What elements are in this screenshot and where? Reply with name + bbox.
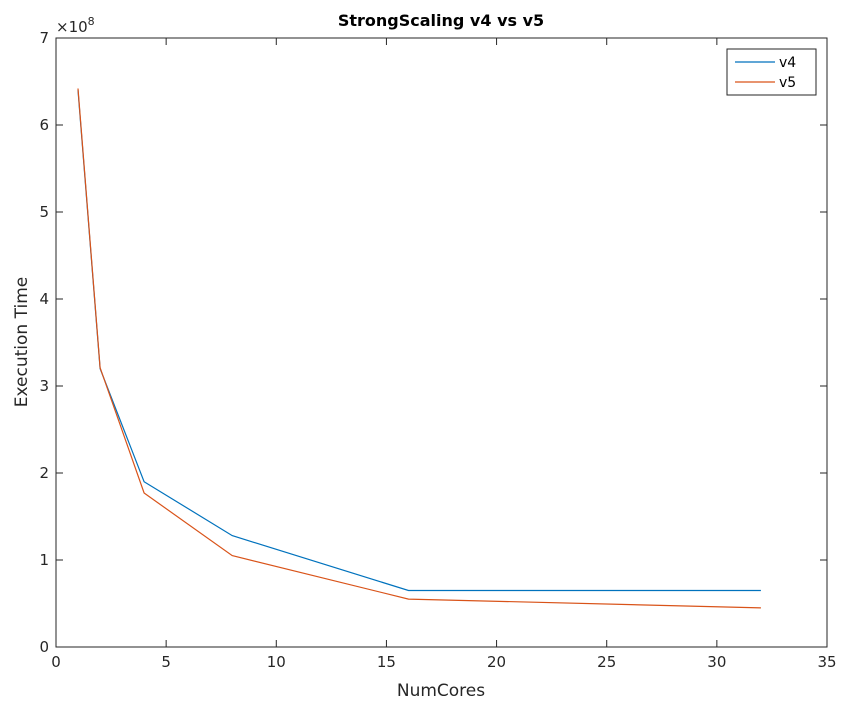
x-tick-label: 15 [377,653,396,671]
legend-box [726,48,817,96]
legend-label-v4: v4 [779,55,796,71]
y-exponent-base: ×10 [56,18,88,36]
y-exponent-power: 8 [88,15,95,28]
x-tick-label: 20 [487,653,506,671]
y-axis-ticks: 0 1 2 3 4 5 6 7 [39,29,827,656]
y-tick-label: 3 [39,377,49,395]
y-tick-label: 1 [39,551,49,569]
y-tick-label: 4 [39,290,49,308]
series-lines [77,88,761,609]
x-tick-label: 0 [51,653,61,671]
axes-box [55,37,828,648]
series-line-v5 [77,88,761,609]
x-tick-label: 10 [267,653,286,671]
y-tick-label: 7 [39,29,49,47]
plot-area [56,38,827,647]
x-axis-title: NumCores [397,681,485,701]
x-tick-label: 30 [707,653,726,671]
y-axis-title: Execution Time [12,277,32,407]
y-exponent-label: ×108 [56,15,95,36]
x-tick-label: 5 [161,653,171,671]
y-tick-label: 2 [39,464,49,482]
x-tick-label: 25 [597,653,616,671]
legend-label-v5: v5 [779,75,796,91]
legend: v4 v5 [726,48,817,96]
y-tick-label: 0 [39,638,49,656]
x-axis-ticks: 0 5 10 15 20 25 30 35 [51,38,837,671]
chart-title: StrongScaling v4 vs v5 [338,11,544,30]
x-tick-label: 35 [817,653,836,671]
y-tick-label: 5 [39,203,49,221]
y-tick-label: 6 [39,116,49,134]
